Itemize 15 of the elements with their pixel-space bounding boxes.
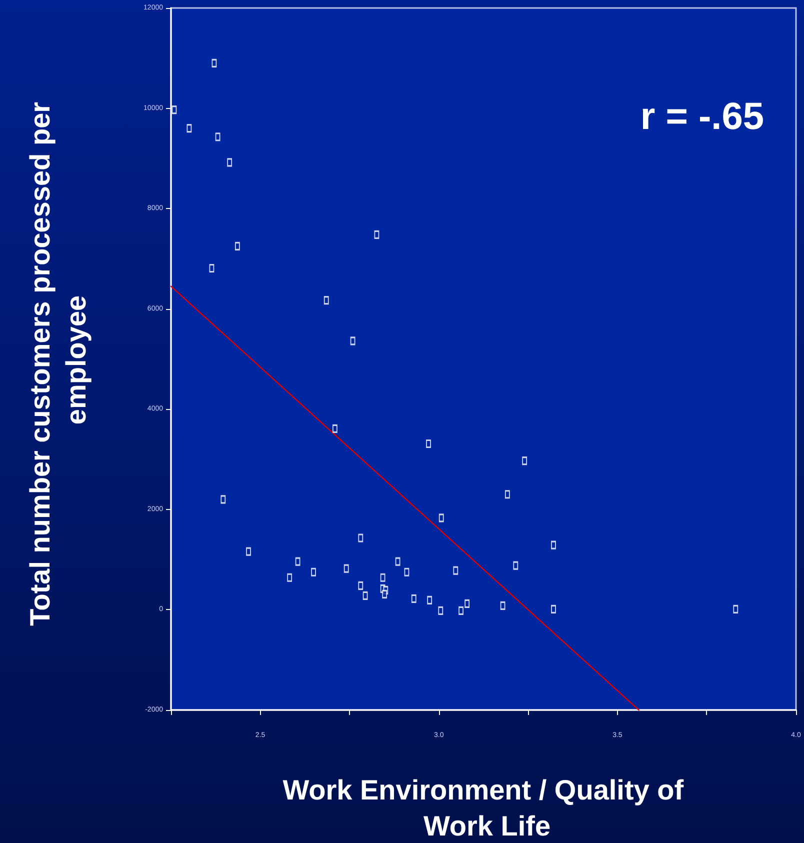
point (332, 424, 338, 433)
point (426, 440, 432, 448)
point (234, 242, 240, 250)
point (522, 456, 528, 465)
point (504, 490, 510, 498)
y-axis-title: Total number customers processed per employee (24, 94, 92, 626)
point (426, 596, 432, 604)
point (382, 590, 388, 598)
point (286, 574, 292, 582)
x-axis-title: Work Environment / Quality of Work Life (282, 774, 692, 842)
point (464, 600, 470, 608)
point (458, 606, 464, 615)
point (550, 605, 556, 614)
annotation: r = -.65 (640, 96, 764, 138)
point (310, 568, 316, 576)
